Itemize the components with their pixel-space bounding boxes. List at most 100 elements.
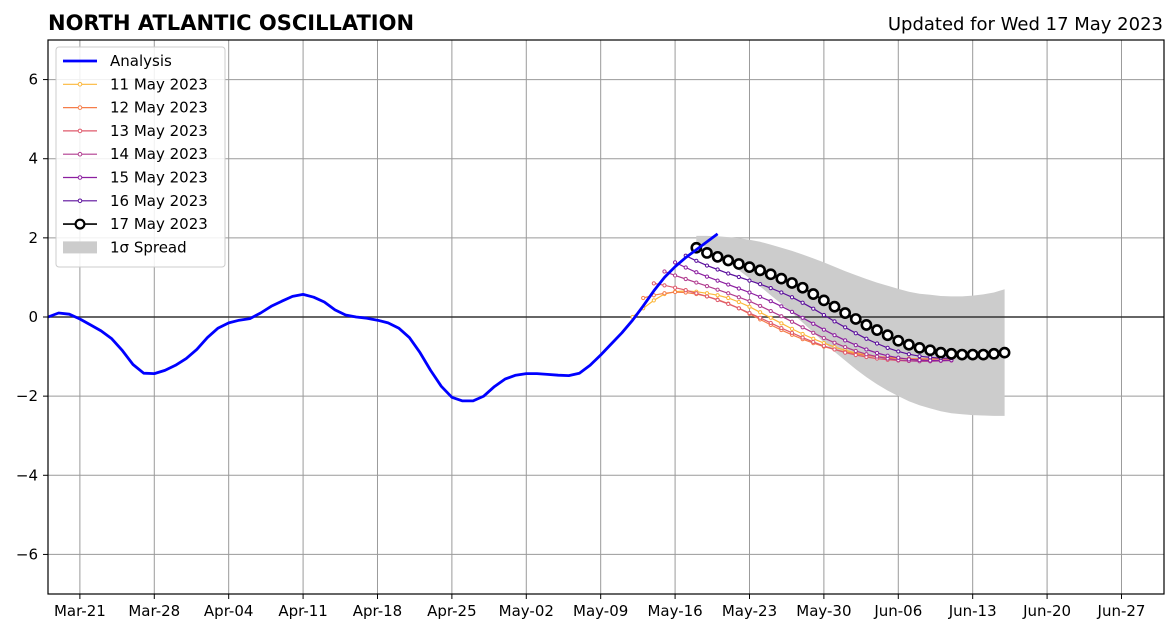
forecast-point <box>768 286 773 291</box>
forecast-point <box>906 357 912 362</box>
forecast-point <box>839 307 852 319</box>
forecast-point <box>662 283 667 288</box>
forecast-point <box>988 347 1000 360</box>
legend-marker <box>77 151 83 157</box>
forecast-point <box>832 333 837 338</box>
x-tick-label: May-02 <box>499 602 554 620</box>
forecast-point <box>651 298 656 303</box>
forecast-point <box>874 354 880 359</box>
forecast-point <box>832 347 837 352</box>
spread-area <box>696 235 1005 416</box>
forecast-point <box>811 306 816 311</box>
forecast-point <box>903 338 915 351</box>
forecast-point <box>800 331 805 337</box>
y-tick-label: −2 <box>16 387 38 405</box>
forecast-point <box>758 310 763 315</box>
forecast-point <box>860 319 873 331</box>
forecast-point <box>853 331 858 336</box>
forecast-point <box>726 301 731 307</box>
x-tick-label: Jun-20 <box>1022 602 1071 620</box>
forecast-point <box>747 310 752 316</box>
legend-handle <box>63 241 97 254</box>
forecast-point <box>874 350 880 356</box>
axes: −6 −4 −2 0 2 4 6 Mar-21 Mar-28 Apr-04 Apr-11 Apr-18… <box>16 39 1165 620</box>
x-tick-label: Jun-13 <box>948 602 997 620</box>
forecast-point <box>998 346 1011 359</box>
forecast-point <box>807 288 820 300</box>
legend-label: 12 May 2023 <box>110 99 208 117</box>
forecast-point <box>871 324 883 336</box>
forecast-point <box>715 267 720 272</box>
legend-box <box>55 46 226 268</box>
forecast-point <box>726 282 731 287</box>
legend-label: 15 May 2023 <box>110 169 208 187</box>
forecast-point <box>694 280 699 285</box>
forecast-point <box>811 330 816 335</box>
forecast-point <box>779 314 784 319</box>
y-tick-label: 6 <box>28 71 38 89</box>
forecast-point <box>701 246 713 259</box>
forecast-point <box>758 315 763 320</box>
forecast-point <box>672 289 678 295</box>
forecast-point <box>896 349 901 354</box>
forecast-point <box>832 340 837 345</box>
forecast-point <box>896 355 901 360</box>
forecast-point <box>828 300 841 313</box>
forecast-point <box>651 281 656 286</box>
forecast-point <box>945 347 958 360</box>
forecast-point <box>704 263 710 268</box>
forecast-point <box>743 261 756 274</box>
x-tick-label: Apr-25 <box>427 602 477 620</box>
x-tick-label: Jun-06 <box>873 602 922 620</box>
spread-band <box>696 235 1005 416</box>
forecast-point <box>821 343 826 348</box>
forecast-point <box>711 250 724 263</box>
forecast-point <box>917 358 922 363</box>
series <box>47 232 1011 403</box>
x-tick-label: Mar-21 <box>54 602 106 620</box>
forecast-point <box>934 346 947 359</box>
legend-marker <box>77 82 83 87</box>
forecast-point <box>843 350 848 355</box>
forecast-point <box>722 254 735 267</box>
forecast-point <box>789 319 795 324</box>
forecast-point <box>768 299 773 304</box>
legend-label: 16 May 2023 <box>110 192 208 210</box>
forecast-point <box>736 286 741 291</box>
forecast-point <box>789 326 795 331</box>
forecast-point <box>800 315 805 320</box>
forecast-point <box>715 297 720 303</box>
forecast-point <box>843 338 848 343</box>
x-tick-label: May-09 <box>573 602 628 620</box>
legend-label: 13 May 2023 <box>110 122 208 140</box>
forecast-point <box>811 339 816 345</box>
legend-label: 1σ Spread <box>110 238 187 256</box>
forecast-point <box>768 315 773 320</box>
x-tick-label: Apr-18 <box>353 602 403 620</box>
legend-label: 14 May 2023 <box>110 145 208 163</box>
legend: Analysis 11 May 2023 12 May 2023 13 May 202… <box>55 46 226 268</box>
forecast-point <box>789 309 795 314</box>
forecast-point <box>726 295 731 301</box>
forecast-point <box>768 320 773 326</box>
forecast-point <box>672 285 678 290</box>
forecast-point <box>906 352 912 357</box>
chart-title: NORTH ATLANTIC OSCILLATION <box>48 11 414 35</box>
forecast-point <box>758 303 763 309</box>
forecast-point <box>881 329 894 342</box>
forecast-point <box>843 344 848 350</box>
y-tick-label: −4 <box>16 466 38 484</box>
forecast-point <box>821 312 826 318</box>
forecast-point <box>726 291 731 296</box>
forecast-point <box>747 278 752 283</box>
forecast-point <box>726 271 731 276</box>
forecast-point <box>694 258 699 263</box>
forecast-point <box>704 284 710 289</box>
forecast-point <box>874 341 880 346</box>
forecast-point <box>683 287 688 293</box>
forecast-point <box>786 277 798 289</box>
forecast-point <box>694 291 699 296</box>
legend-label: 17 May 2023 <box>110 215 208 233</box>
forecast-point <box>779 325 784 331</box>
forecast-point <box>853 342 858 348</box>
